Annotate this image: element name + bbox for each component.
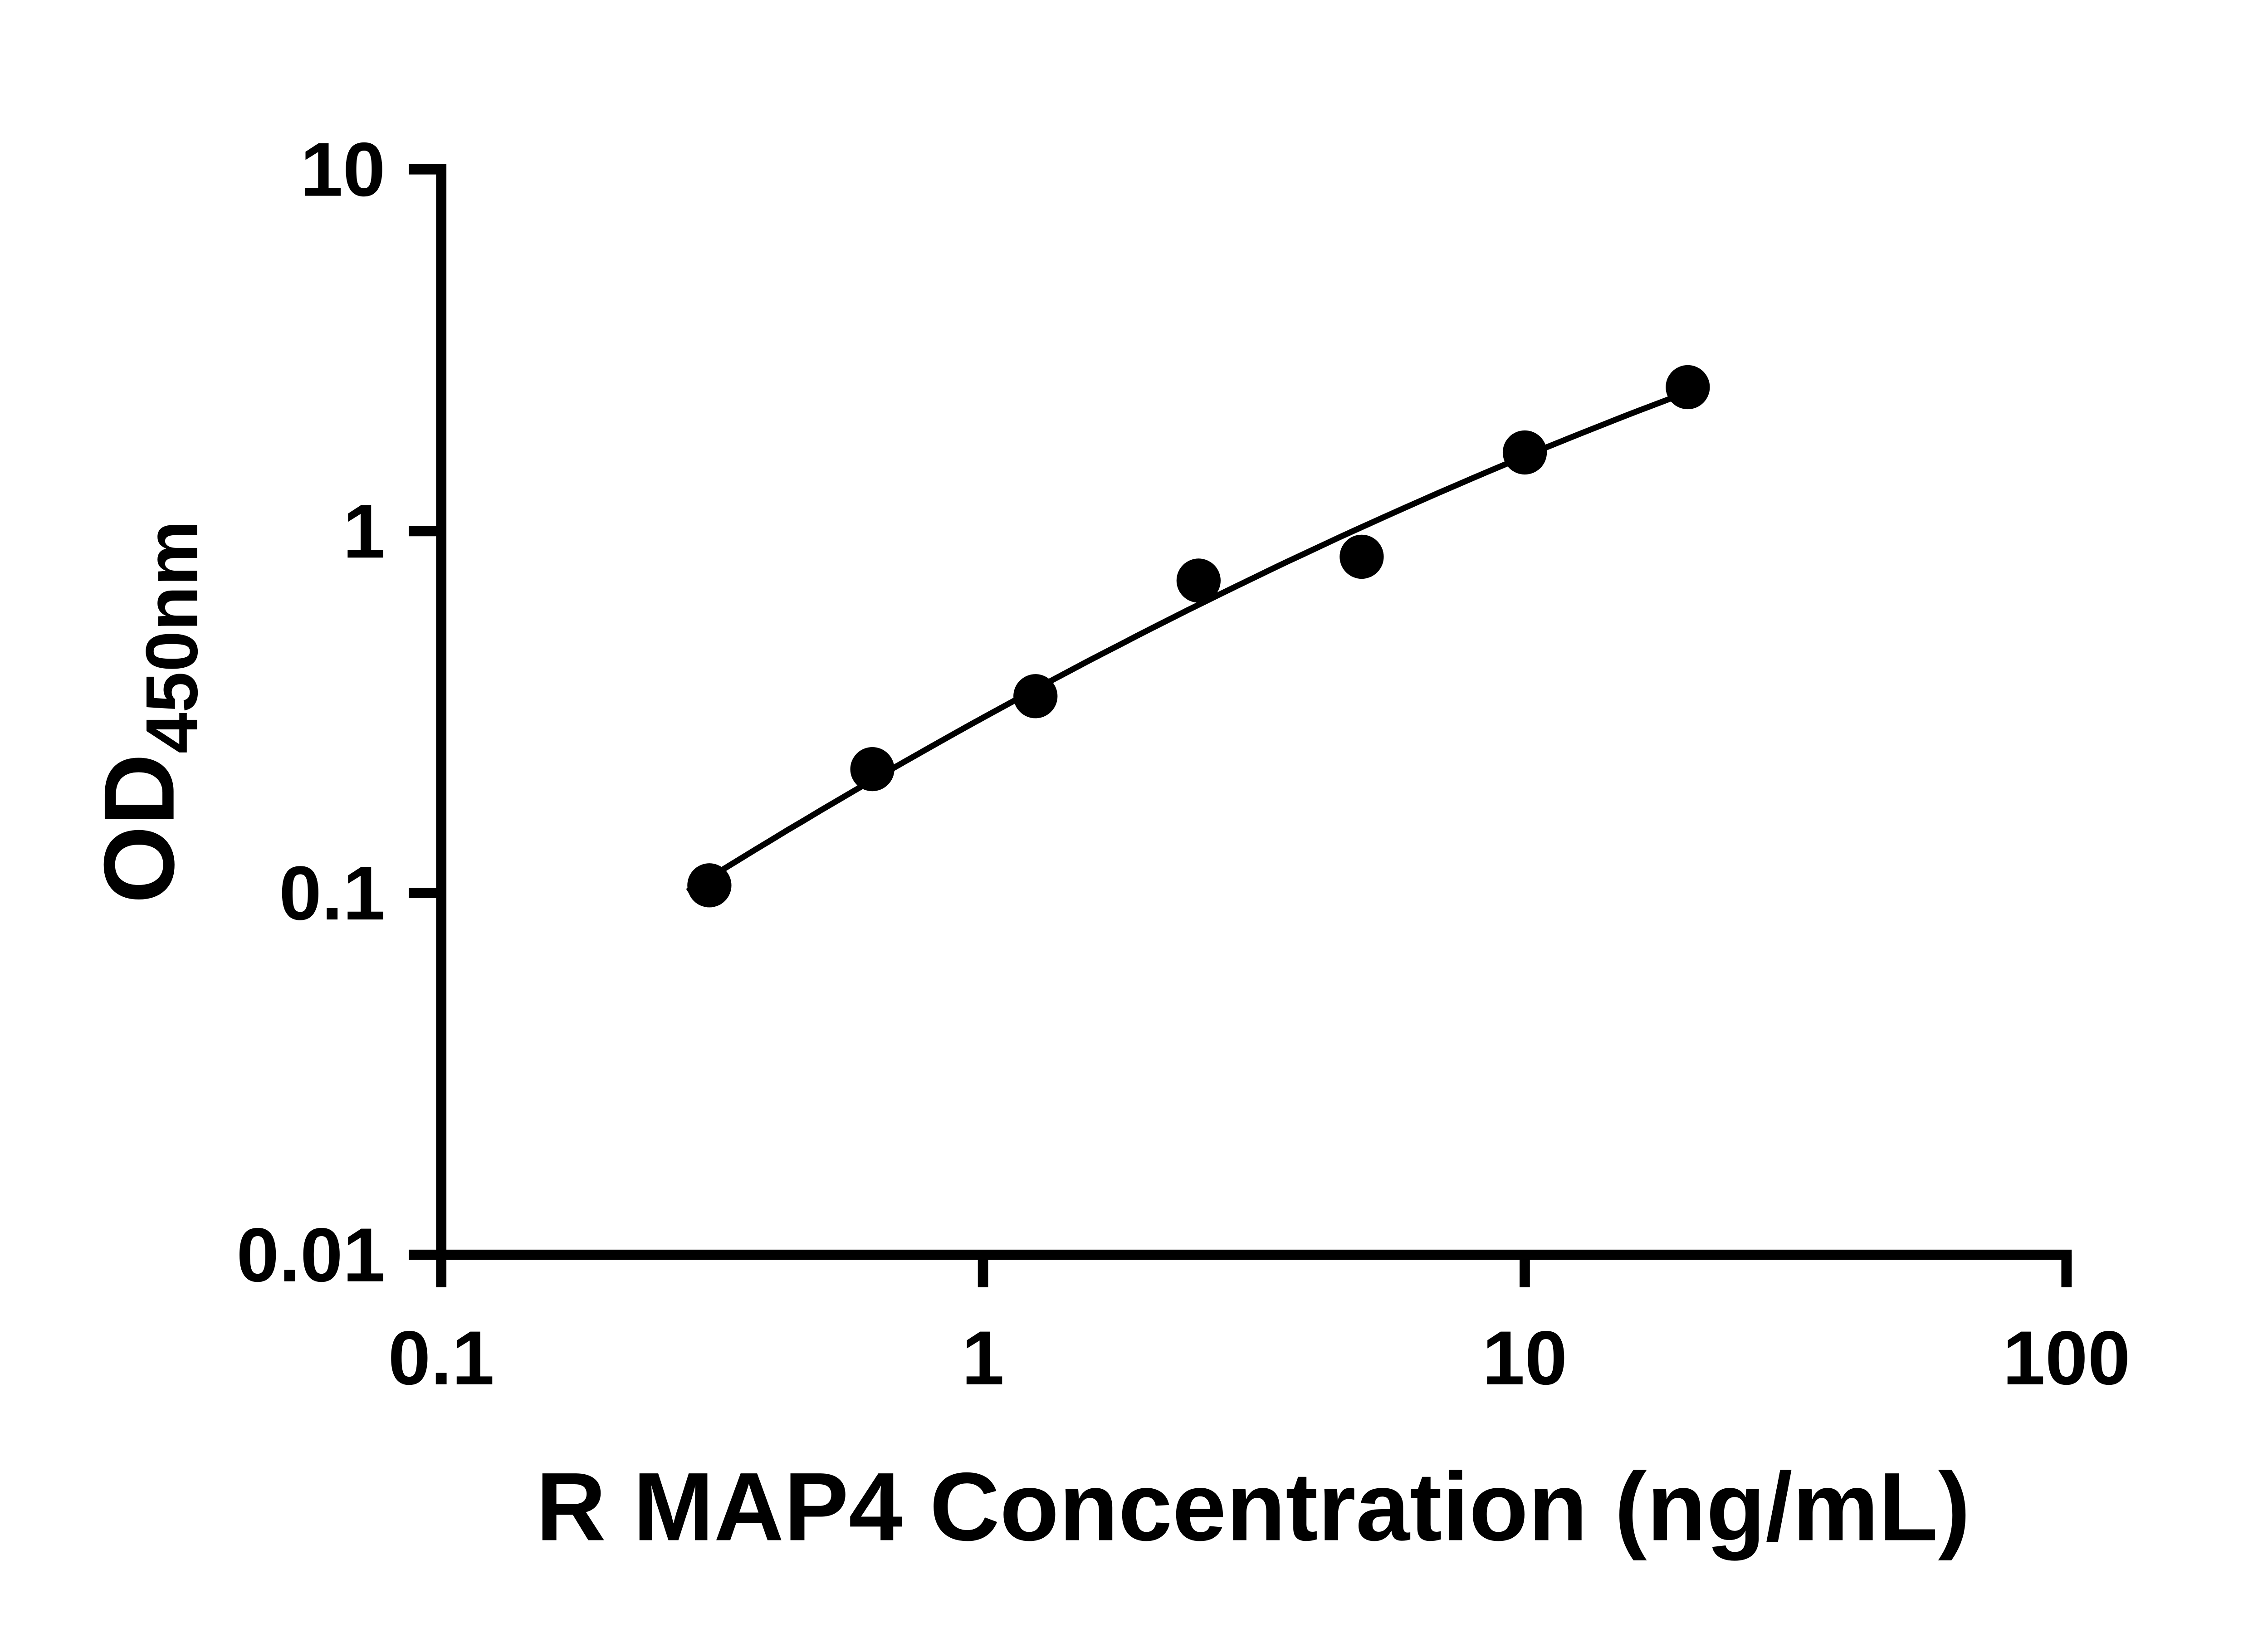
y-tick-label: 0.1 — [279, 850, 385, 936]
y-axis-title-main: OD — [83, 753, 195, 904]
y-axis-title-subscript: 450nm — [131, 521, 213, 754]
y-axis-title: OD450nm — [83, 521, 213, 904]
data-point — [850, 747, 894, 792]
axis-frame — [436, 164, 2072, 1260]
x-axis-title: R MAP4 Concentration (ng/mL) — [536, 1452, 1970, 1561]
x-tick-label: 0.1 — [388, 1315, 494, 1401]
data-point — [1502, 430, 1547, 475]
data-point — [1666, 365, 1710, 410]
data-point — [1339, 534, 1384, 579]
data-point — [1013, 674, 1058, 719]
data-point — [687, 863, 732, 908]
x-tick-label: 1 — [962, 1315, 1004, 1401]
y-tick-label: 10 — [300, 127, 386, 212]
data-point — [1176, 558, 1221, 603]
y-tick-label: 0.01 — [236, 1212, 385, 1298]
x-tick-label: 100 — [2003, 1315, 2130, 1401]
y-tick-label: 1 — [343, 488, 386, 574]
data-points-group — [687, 365, 1710, 908]
x-tick-label: 10 — [1482, 1315, 1568, 1401]
